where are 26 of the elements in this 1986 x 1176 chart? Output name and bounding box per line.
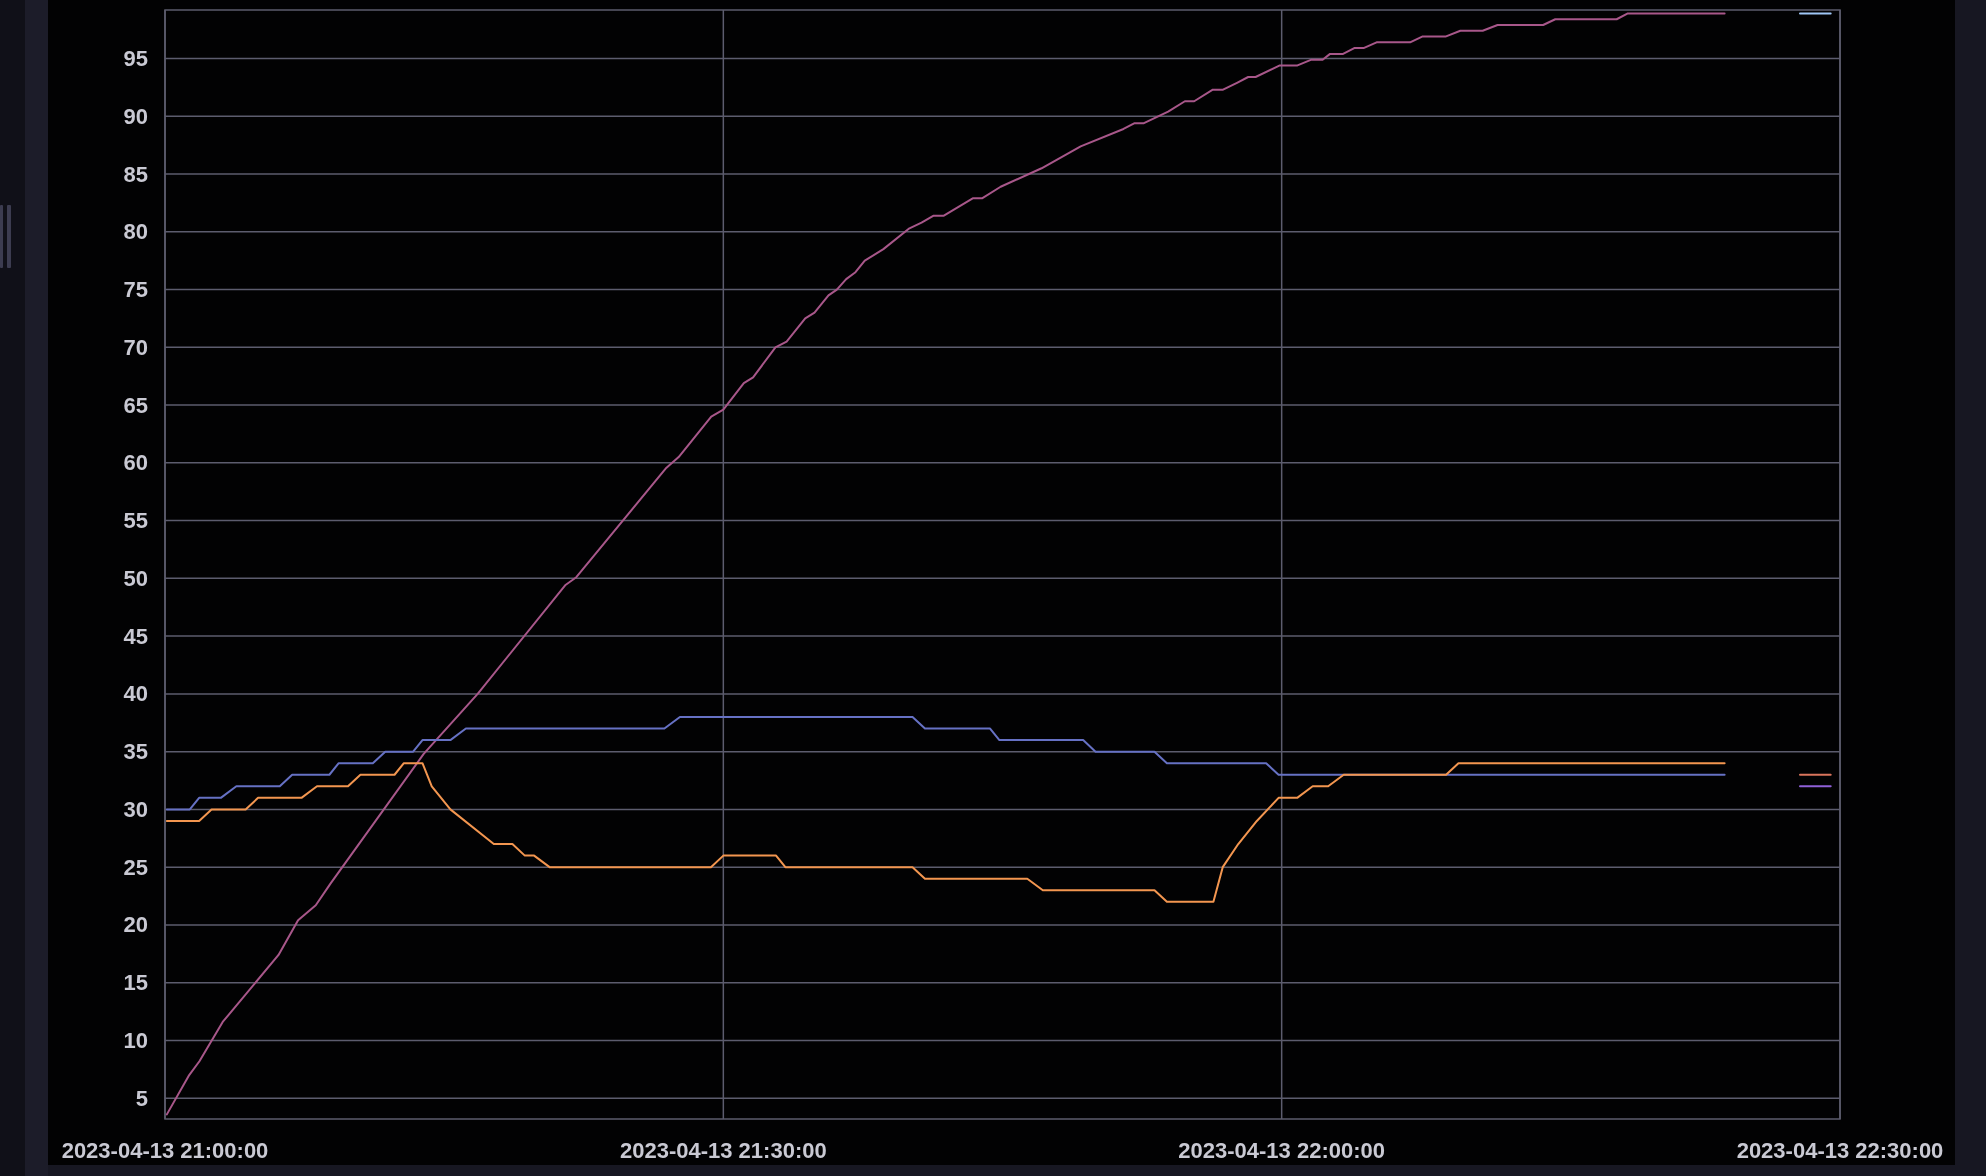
x-tick-label: 2023-04-13 21:30:00 <box>619 1137 827 1163</box>
line-series <box>165 12 1726 1116</box>
y-tick-label: 65 <box>123 392 148 418</box>
y-tick-label: 25 <box>123 854 148 880</box>
line-series <box>165 762 1726 903</box>
x-tick-label: 2023-04-13 21:00:00 <box>61 1137 269 1163</box>
y-tick-label: 85 <box>123 161 148 187</box>
y-tick-label: 60 <box>123 450 148 476</box>
x-tick-label: 2023-04-13 22:00:00 <box>1178 1137 1386 1163</box>
y-tick-label: 45 <box>123 623 148 649</box>
y-tick-label: 30 <box>123 796 148 822</box>
y-tick-label: 50 <box>123 565 148 591</box>
y-tick-label: 70 <box>123 334 148 360</box>
y-tick-label: 80 <box>123 219 148 245</box>
y-tick-label: 90 <box>123 103 148 129</box>
y-tick-label: 5 <box>135 1085 148 1111</box>
y-tick-label: 75 <box>123 277 148 303</box>
x-tick-label: 2023-04-13 22:30:00 <box>1736 1137 1944 1163</box>
line-series <box>165 715 1726 811</box>
y-tick-label: 10 <box>123 1027 148 1053</box>
y-tick-label: 20 <box>123 912 148 938</box>
y-tick-label: 55 <box>123 508 148 534</box>
y-tick-label: 15 <box>123 970 148 996</box>
y-tick-label: 40 <box>123 681 148 707</box>
y-tick-label: 35 <box>123 739 148 765</box>
y-tick-label: 95 <box>123 46 148 72</box>
